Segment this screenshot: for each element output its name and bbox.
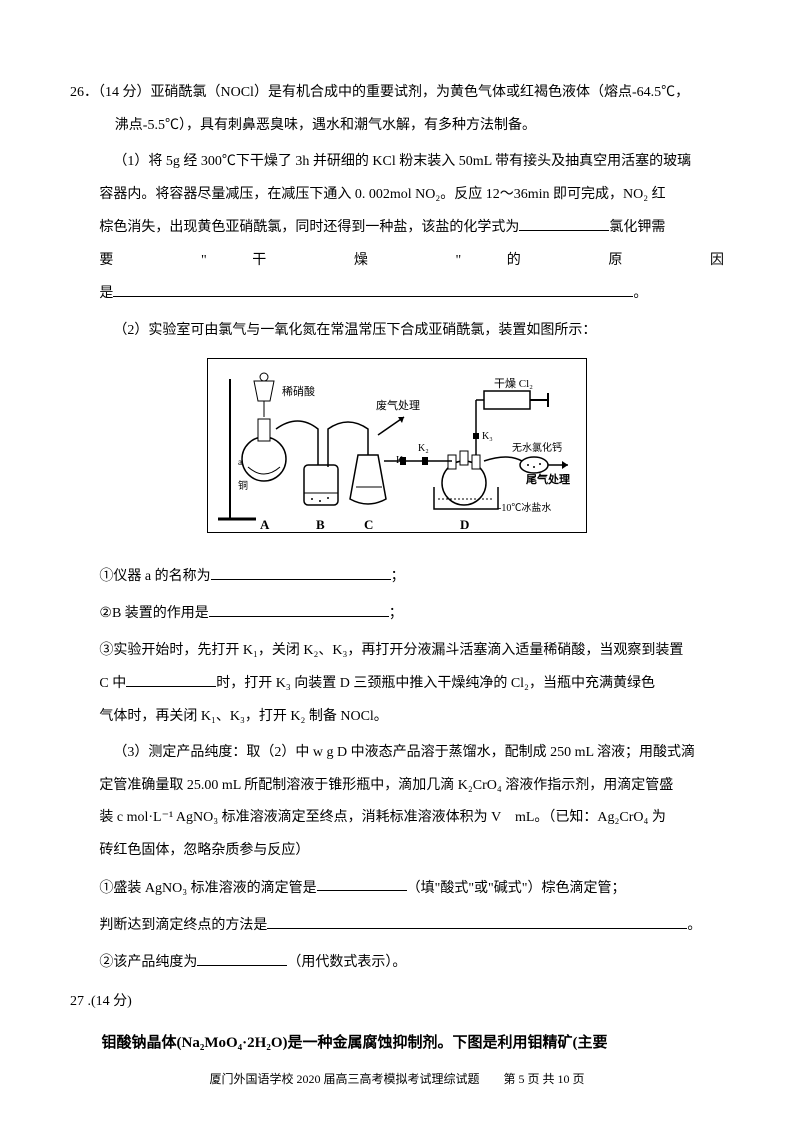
q26-3-3: ②该产品纯度为（用代数式表示）。 bbox=[99, 949, 724, 976]
label-ice-salt: -10℃冰盐水 bbox=[498, 501, 551, 514]
q26-stem1: 亚硝酰氯（NOCl）是有机合成中的重要试剂，为黄色气体或红褐色液体（熔点-64.… bbox=[151, 85, 690, 100]
blank-instrument-name bbox=[211, 563, 391, 580]
q26-p3-l3: 装 c mol·L⁻¹ AgNO₃ 标准溶液滴定至终点，消耗标准溶液体积为 V … bbox=[99, 805, 724, 832]
q26-2-1: ①仪器 a 的名称为； bbox=[99, 563, 724, 590]
blank-purity bbox=[197, 949, 287, 966]
label-cu: 铜 bbox=[238, 480, 248, 492]
q26-2-3-l3: 气体时，再关闭 K₁、K₃，打开 K₂ 制备 NOCl。 bbox=[99, 704, 724, 731]
label-cacl2: 无水氯化钙 bbox=[512, 441, 562, 454]
q26-number: 26． bbox=[70, 85, 98, 100]
label-dilute-acid: 稀硝酸 bbox=[282, 384, 315, 398]
q26-p1-l2: 容器内。将容器尽量减压，在减压下通入 0. 002mol NO₂。反应 12～3… bbox=[99, 182, 724, 209]
q27-header: 27 .(14 分) bbox=[70, 989, 724, 1016]
q26-2-2: ②B 装置的作用是； bbox=[99, 600, 724, 627]
blank-burette-type bbox=[317, 875, 407, 892]
page-footer: 厦门外国语学校 2020 届高三高考模拟考试理综试题 第 5 页 共 10 页 bbox=[0, 1068, 794, 1091]
q26-stem-line2: 沸点-5.5℃），具有刺鼻恶臭味，遇水和潮气水解，有多种方法制备。 bbox=[70, 113, 724, 140]
label-D: D bbox=[460, 517, 469, 532]
q26-stem-line1: 26．（14 分）亚硝酰氯（NOCl）是有机合成中的重要试剂，为黄色气体或红褐色… bbox=[70, 80, 724, 107]
q27-points: (14 分) bbox=[91, 994, 132, 1009]
blank-b-function bbox=[209, 600, 389, 617]
blank-formula bbox=[519, 214, 609, 231]
q26-stem2: 沸点-5.5℃），具有刺鼻恶臭味，遇水和潮气水解，有多种方法制备。 bbox=[115, 118, 536, 133]
apparatus-diagram-wrap: a 铜 稀硝酸 废气处理 K₁ K₂ bbox=[70, 358, 724, 545]
label-A: A bbox=[260, 517, 270, 532]
q26-2-3-l1: ③实验开始时，先打开 K₁，关闭 K₂、K₃，再打开分液漏斗活塞滴入适量稀硝酸，… bbox=[99, 638, 724, 665]
label-waste-gas: 废气处理 bbox=[376, 398, 420, 412]
q26-2-3-l2: C 中时，打开 K₃ 向装置 D 三颈瓶中推入干燥纯净的 Cl₂，当瓶中充满黄绿… bbox=[99, 670, 724, 697]
apparatus-diagram: a 铜 稀硝酸 废气处理 K₁ K₂ bbox=[207, 358, 587, 533]
label-k2: K₂ bbox=[418, 443, 429, 454]
label-C: C bbox=[364, 517, 373, 532]
q26-p3-l2: 定管准确量取 25.00 mL 所配制溶液于锥形瓶中，滴加几滴 K₂CrO₄ 溶… bbox=[99, 773, 724, 800]
q26-p1-l1: （1）将 5g 经 300℃下干燥了 3h 并研细的 KCl 粉末装入 50mL… bbox=[99, 149, 724, 176]
q26-3-1: ①盛装 AgNO₃ 标准溶液的滴定管是（填"酸式"或"碱式"）棕色滴定管； bbox=[99, 875, 724, 902]
label-k3: K₃ bbox=[482, 431, 493, 442]
q26-points: （14 分） bbox=[98, 85, 151, 100]
q26-p3-l4: 砖红色固体，忽略杂质参与反应） bbox=[99, 838, 724, 865]
blank-reason bbox=[113, 280, 633, 297]
label-B: B bbox=[316, 517, 325, 532]
label-tail-gas: 尾气处理 bbox=[525, 472, 570, 486]
q27-number: 27 . bbox=[70, 994, 91, 1009]
q27-stem: 钼酸钠晶体(Na₂MoO₄·2H₂O)是一种金属腐蚀抑制剂。下图是利用钼精矿(主… bbox=[70, 1029, 724, 1058]
label-dry-cl2: 干燥 Cl₂ bbox=[494, 377, 533, 390]
q26-p3-l1: （3）测定产品纯度：取（2）中 w g D 中液态产品溶于蒸馏水，配制成 250… bbox=[99, 740, 724, 767]
q26-p1-l5: 是。 bbox=[99, 280, 724, 307]
q26-p1-l4: 要 " 干 燥 " 的 原 因 bbox=[99, 248, 724, 275]
blank-endpoint bbox=[267, 912, 687, 929]
q26-p1-l3: 棕色消失，出现黄色亚硝酰氯，同时还得到一种盐，该盐的化学式为氯化钾需 bbox=[99, 214, 724, 241]
blank-observe-c bbox=[126, 670, 216, 687]
label-a: a bbox=[238, 457, 242, 467]
q26-3-2: 判断达到滴定终点的方法是。 bbox=[99, 912, 724, 939]
q26-p2-l1: （2）实验室可由氯气与一氧化氮在常温常压下合成亚硝酰氯，装置如图所示： bbox=[99, 318, 724, 345]
